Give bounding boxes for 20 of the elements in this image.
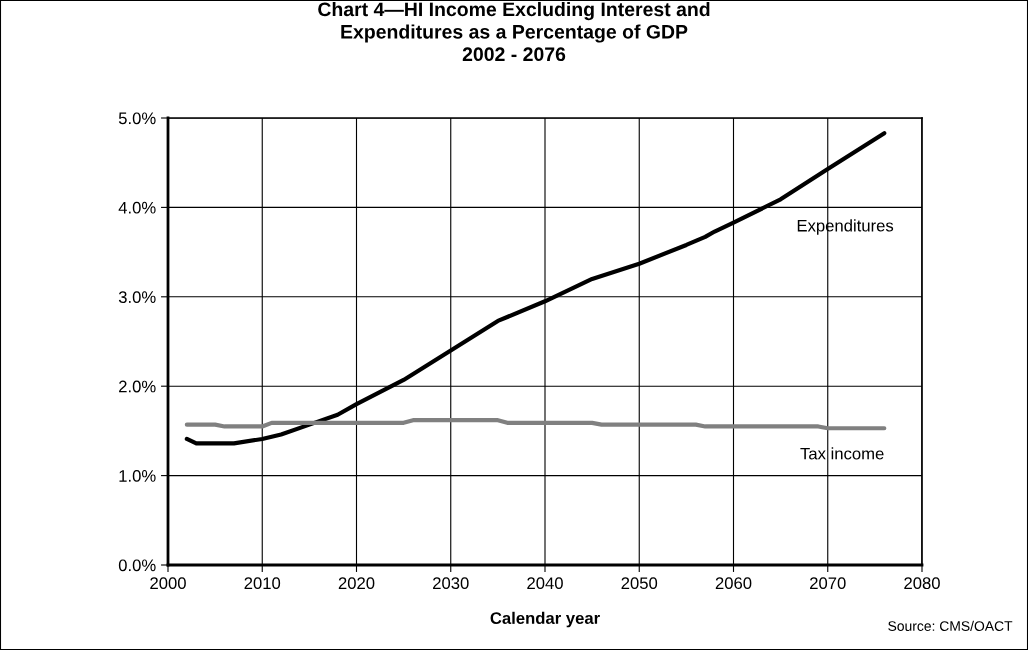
x-tick-label: 2050 bbox=[621, 577, 658, 590]
y-tick-label: 2.0% bbox=[119, 380, 156, 393]
series-label: Tax income bbox=[800, 447, 884, 460]
x-tick-label: 2070 bbox=[810, 577, 846, 590]
y-tick-label: 0.0% bbox=[118, 559, 156, 572]
y-tick-label: 5.0% bbox=[118, 112, 156, 125]
x-tick-label: 2040 bbox=[527, 577, 563, 590]
x-tick-label: 2000 bbox=[150, 577, 186, 590]
y-tick-label: 3.0% bbox=[118, 291, 156, 303]
x-tick-label: 2020 bbox=[338, 577, 375, 590]
chart-title: Chart 4—HI Income Excluding Interest and Expenditures as a Percentage of GDP 2002 - 2076 bbox=[318, 1, 710, 62]
source-note: Source: CMS/OACT bbox=[888, 620, 1013, 631]
x-axis-title: Calendar year bbox=[490, 611, 600, 628]
x-tick-label: 2080 bbox=[904, 577, 940, 590]
y-tick-label: 1.0% bbox=[119, 470, 156, 482]
x-tick-label: 2060 bbox=[715, 577, 752, 590]
y-tick-label: 4.0% bbox=[118, 201, 156, 214]
x-tick-label: 2030 bbox=[433, 577, 469, 590]
line-series bbox=[184, 418, 887, 431]
x-tick-label: 2010 bbox=[244, 577, 281, 590]
